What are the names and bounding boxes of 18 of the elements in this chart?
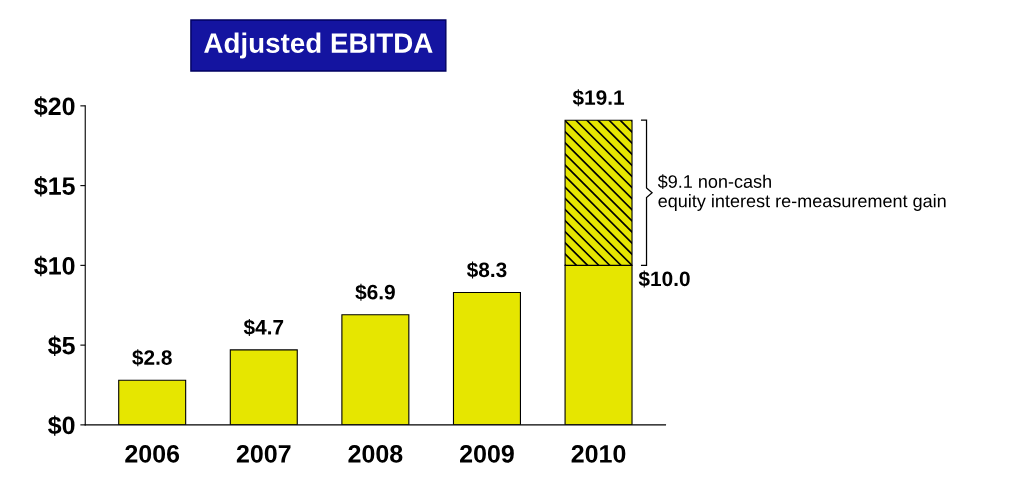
data-label: $2.8: [132, 349, 172, 367]
x-tick-label: 2009: [460, 444, 514, 463]
chart-title: Adjusted EBITDA: [204, 32, 433, 59]
x-tick-label: 2008: [348, 444, 403, 463]
y-tick-label: $20: [34, 96, 75, 117]
y-tick-label: $15: [34, 176, 75, 197]
annotation: $9.1 non-cash equity interest re-measurement gain: [657, 174, 946, 211]
y-tick-label: $10: [34, 255, 75, 277]
x-tick-label: 2010: [571, 444, 626, 463]
total-label: $19.1: [572, 89, 625, 107]
y-tick-label: $0: [48, 415, 75, 436]
data-label: $4.7: [243, 318, 284, 336]
x-tick-label: 2006: [125, 444, 180, 463]
x-tick-label: 2007: [236, 444, 291, 463]
data-label: $6.9: [355, 283, 395, 301]
data-label: $8.3: [466, 261, 507, 279]
y-tick-label: $5: [48, 335, 75, 357]
annotation: $10.0: [638, 270, 690, 288]
